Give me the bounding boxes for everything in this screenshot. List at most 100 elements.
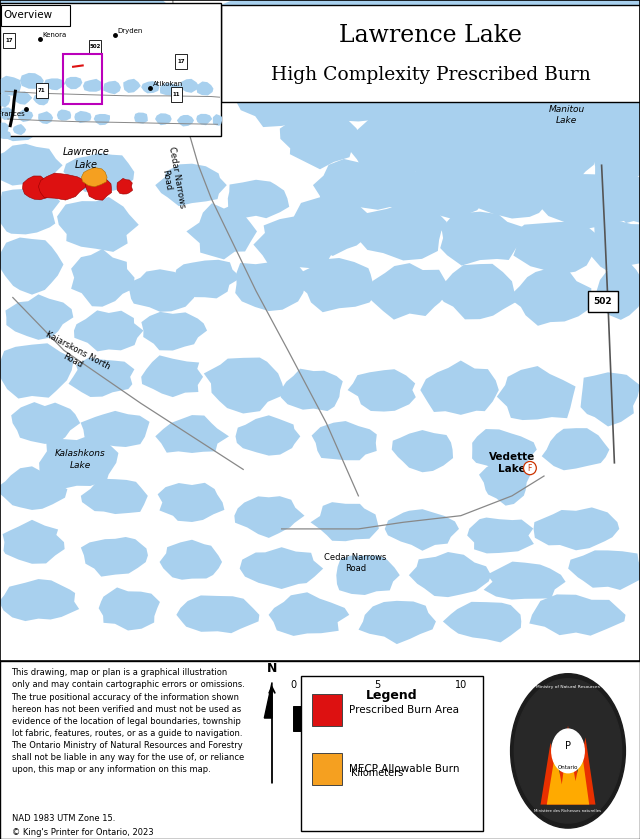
Polygon shape [467,518,534,554]
Polygon shape [460,0,640,48]
Polygon shape [141,81,159,93]
Polygon shape [596,262,640,320]
Polygon shape [81,537,148,576]
Polygon shape [312,421,377,461]
Text: Kilometers: Kilometers [351,768,403,778]
FancyBboxPatch shape [89,39,100,55]
Polygon shape [38,173,86,200]
FancyBboxPatch shape [3,33,15,48]
Polygon shape [260,20,375,91]
Polygon shape [38,112,53,124]
Text: Overview: Overview [4,10,53,20]
Polygon shape [177,596,259,633]
Polygon shape [440,211,532,266]
Polygon shape [0,107,13,120]
Polygon shape [346,110,445,178]
Text: MECP Allowable Burn: MECP Allowable Burn [349,763,460,774]
Polygon shape [17,109,33,122]
Polygon shape [392,430,453,472]
Polygon shape [156,415,229,453]
Polygon shape [200,0,328,50]
Text: Dryden: Dryden [117,28,143,34]
Polygon shape [134,112,148,123]
Text: Cedar Narrows
Road: Cedar Narrows Road [156,146,187,211]
Polygon shape [422,113,530,180]
Polygon shape [281,368,343,411]
Polygon shape [117,179,132,194]
Polygon shape [280,111,361,169]
Polygon shape [568,550,640,590]
Polygon shape [310,503,379,541]
Polygon shape [157,482,225,522]
Polygon shape [81,411,150,447]
Text: Lawrence
Lake: Lawrence Lake [63,148,110,169]
Polygon shape [472,429,537,471]
Bar [301,676,483,831]
Text: 10: 10 [454,680,467,690]
Polygon shape [83,79,102,91]
Polygon shape [85,177,111,201]
Polygon shape [0,187,60,234]
Polygon shape [213,114,222,126]
Bar [377,706,461,731]
Polygon shape [141,356,203,397]
Polygon shape [497,366,575,420]
Polygon shape [68,357,134,397]
Text: N: N [267,662,277,675]
Polygon shape [534,508,620,550]
Polygon shape [141,312,207,351]
Polygon shape [57,197,139,252]
Polygon shape [253,216,339,270]
Polygon shape [44,78,65,91]
Polygon shape [57,109,71,121]
FancyBboxPatch shape [588,291,618,312]
Polygon shape [615,76,640,147]
Polygon shape [126,269,194,312]
Polygon shape [236,258,305,311]
Polygon shape [80,39,172,94]
Polygon shape [269,592,349,636]
Polygon shape [589,114,640,190]
Polygon shape [179,79,199,93]
Text: 11: 11 [173,92,180,97]
Polygon shape [236,415,300,456]
Bar [63,54,102,104]
Polygon shape [594,0,640,65]
Polygon shape [71,249,134,307]
Polygon shape [479,462,531,506]
Text: Cedar Narrows
Road: Cedar Narrows Road [324,553,387,573]
Polygon shape [351,0,543,43]
Polygon shape [174,260,241,299]
Text: NAD 1983 UTM Zone 15.: NAD 1983 UTM Zone 15. [12,814,115,823]
Polygon shape [0,237,63,294]
Polygon shape [156,164,227,206]
FancyBboxPatch shape [1,5,70,27]
Polygon shape [364,263,450,320]
Text: High Complexity Prescribed Burn: High Complexity Prescribed Burn [271,66,590,84]
Polygon shape [427,25,553,95]
Polygon shape [12,402,80,444]
Text: Kaiarskons North
Road: Kaiarskons North Road [39,330,112,382]
Bar [293,706,377,731]
Polygon shape [81,479,148,514]
Polygon shape [159,539,222,580]
Polygon shape [103,81,121,94]
Text: 502: 502 [593,297,612,306]
Polygon shape [547,737,589,805]
Polygon shape [196,81,214,96]
Polygon shape [484,561,566,600]
Text: P: P [565,741,571,751]
FancyBboxPatch shape [175,55,187,69]
Polygon shape [0,76,21,96]
Text: Vedette
Lake: Vedette Lake [489,451,535,474]
Polygon shape [313,159,410,210]
Polygon shape [20,73,44,89]
Text: Fort Frances: Fort Frances [0,111,25,117]
Text: F: F [528,464,532,472]
Polygon shape [234,496,305,538]
Polygon shape [33,93,49,106]
Text: This drawing, map or plan is a graphical illustration
only and may contain carto: This drawing, map or plan is a graphical… [12,668,244,774]
Circle shape [524,461,536,475]
Polygon shape [186,203,257,259]
Polygon shape [517,65,609,119]
